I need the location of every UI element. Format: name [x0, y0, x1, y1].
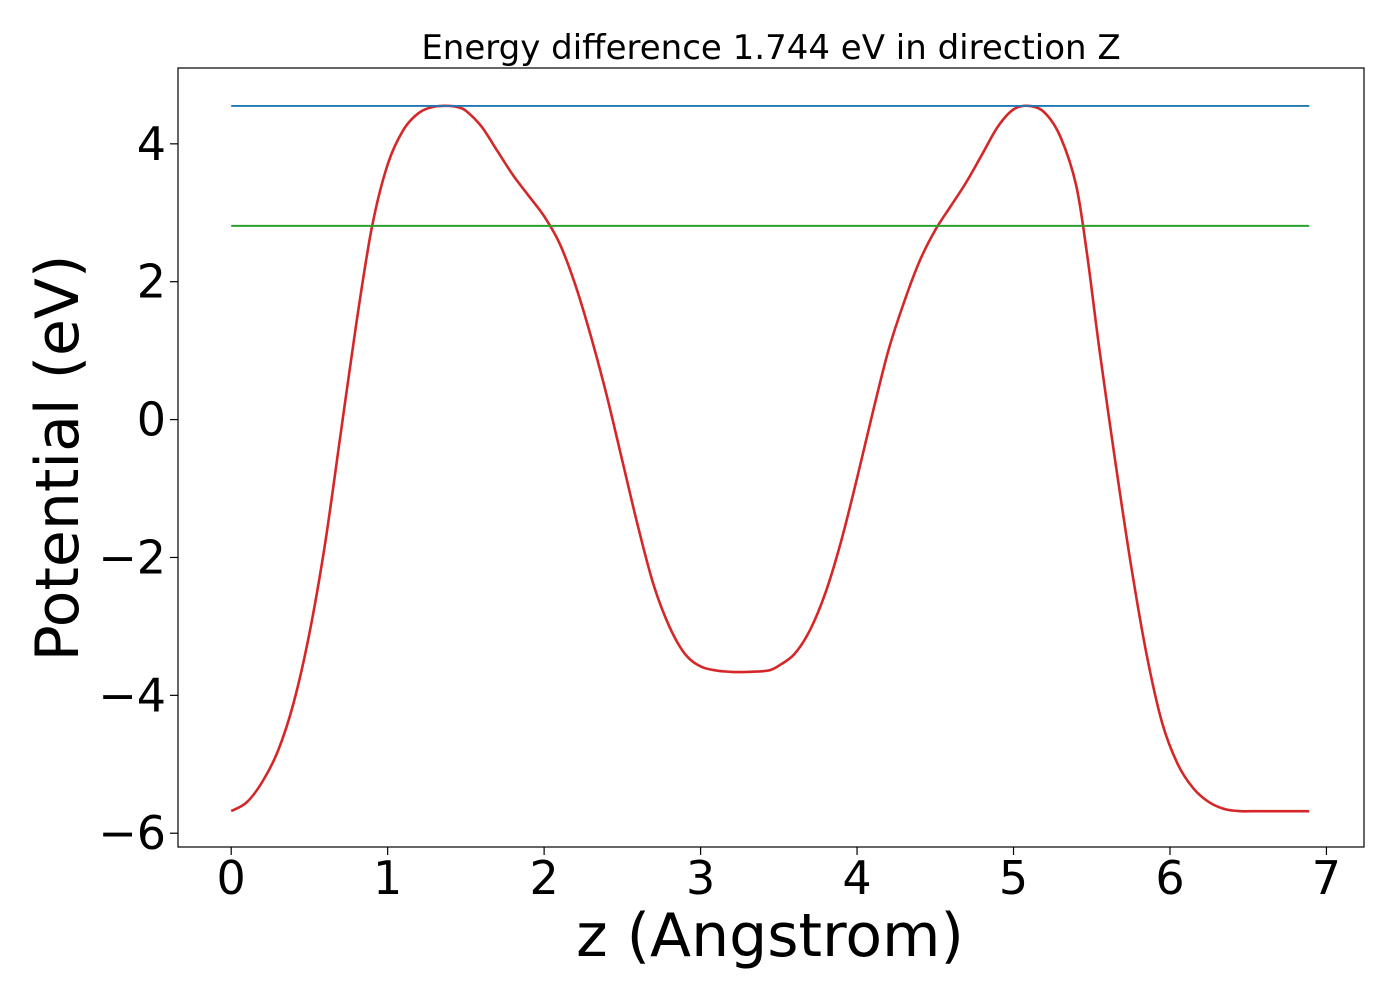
x-axis-label: z (Angstrom) — [576, 901, 964, 971]
x-tick-label: 4 — [842, 851, 871, 905]
chart-title: Energy difference 1.744 eV in direction … — [421, 28, 1120, 68]
y-tick-label: 0 — [137, 393, 166, 447]
y-axis: −6 −4 −2 0 2 4 — [98, 117, 178, 860]
x-tick-label: 0 — [217, 851, 246, 905]
x-tick-label: 5 — [999, 851, 1028, 905]
x-tick-label: 2 — [529, 851, 558, 905]
x-tick-label: 7 — [1312, 851, 1341, 905]
series-group — [230, 104, 1310, 813]
y-tick-label: −4 — [98, 668, 166, 722]
y-tick-label: −6 — [98, 806, 166, 860]
y-tick-label: 4 — [137, 117, 166, 171]
series-line-1 — [230, 104, 1310, 813]
y-tick-label: −2 — [98, 530, 166, 584]
x-axis: 0 1 2 3 4 5 6 7 — [217, 847, 1341, 905]
x-tick-label: 6 — [1155, 851, 1184, 905]
y-tick-label: 2 — [137, 255, 166, 309]
x-tick-label: 3 — [686, 851, 715, 905]
x-tick-label: 1 — [373, 851, 402, 905]
plot-frame — [177, 67, 1365, 848]
y-axis-label: Potential (eV) — [23, 255, 93, 662]
